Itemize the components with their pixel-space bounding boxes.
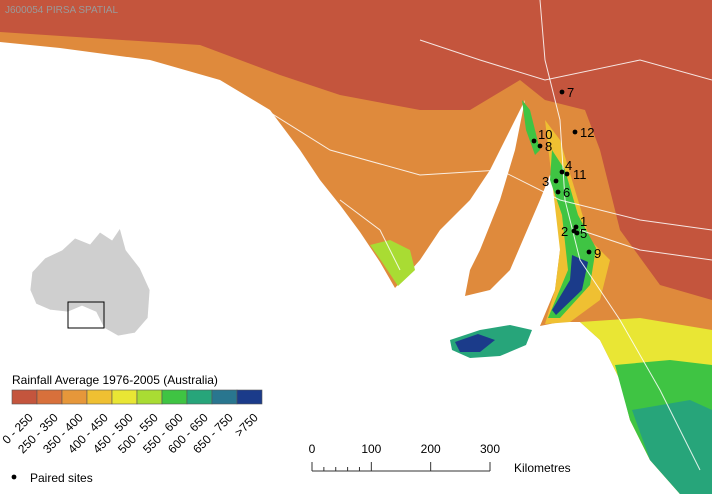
site-label: 7 — [567, 85, 574, 100]
site-label: 5 — [580, 226, 587, 241]
site-label: 1 — [580, 214, 587, 229]
scale-label: 100 — [361, 442, 381, 456]
wet-zone — [552, 255, 588, 315]
site-dot — [586, 249, 592, 255]
site-dot — [559, 169, 565, 175]
scale-unit: Kilometres — [514, 461, 571, 475]
scale-label: 0 — [309, 442, 316, 456]
legend-swatch — [11, 389, 38, 405]
site-dot — [573, 224, 579, 230]
legend-title: Rainfall Average 1976-2005 (Australia) — [12, 373, 218, 387]
kangaroo-island-wet — [455, 334, 495, 352]
southeast-teal — [632, 400, 712, 494]
site-dot — [537, 143, 543, 149]
site-label: 2 — [561, 224, 568, 239]
arid-zone — [0, 0, 712, 300]
site-dot — [553, 178, 559, 184]
site-dot — [564, 171, 570, 177]
site-label: 10 — [538, 127, 552, 142]
eyre-south — [370, 240, 415, 286]
legend-swatch — [161, 389, 188, 405]
site-label: 9 — [594, 246, 601, 261]
legend-swatch — [186, 389, 213, 405]
road — [419, 39, 712, 81]
site-dot — [559, 89, 565, 95]
inset-frame — [67, 301, 105, 329]
scale-bar: 0 100 200 300 Kilometres — [309, 442, 571, 475]
site-dot — [555, 189, 561, 195]
legend-site-dot — [11, 474, 17, 480]
legend-swatch — [86, 389, 113, 405]
site-dot — [574, 230, 580, 236]
site-dot — [531, 138, 537, 144]
legend-swatch — [236, 389, 263, 405]
scale-label: 200 — [421, 442, 441, 456]
credit: J600054 PIRSA SPATIAL — [5, 5, 118, 16]
site-dot — [572, 129, 578, 135]
legend-sites-label: Paired sites — [30, 471, 93, 485]
legend-swatch — [36, 389, 63, 405]
road — [339, 199, 401, 271]
scale-label: 300 — [480, 442, 500, 456]
legend-swatch — [136, 389, 163, 405]
site-label: 11 — [573, 167, 587, 182]
sites: 1 2 3 4 5 6 7 8 9 10 11 12 — [531, 85, 601, 261]
site-label: 3 — [542, 174, 549, 189]
road — [579, 229, 712, 261]
site-label: 12 — [580, 125, 594, 140]
site-label: 8 — [545, 139, 552, 154]
site-label: 6 — [563, 185, 570, 200]
road — [0, 59, 712, 231]
legend-swatch — [211, 389, 238, 405]
legend-swatch — [61, 389, 88, 405]
legend-swatch — [111, 389, 138, 405]
site-label: 4 — [565, 158, 572, 173]
australia-inset — [29, 227, 151, 337]
